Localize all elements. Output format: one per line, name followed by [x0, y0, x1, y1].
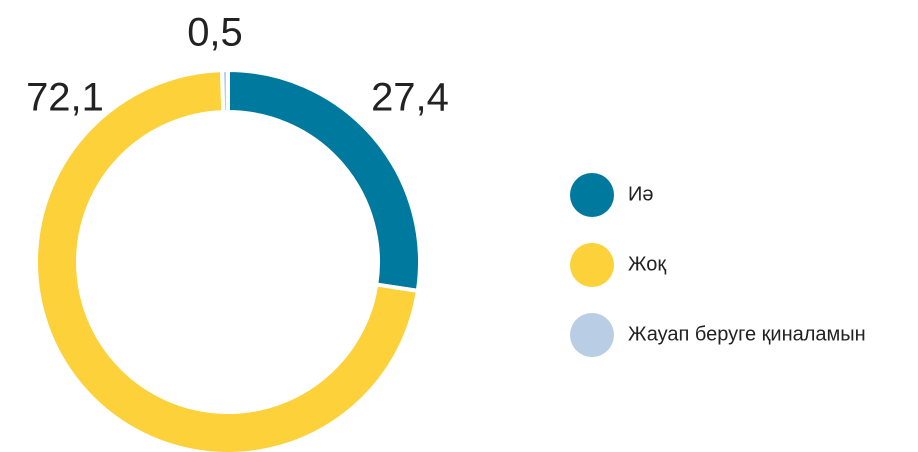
donut-slice: [219, 67, 230, 115]
legend-label: Жоқ: [628, 253, 666, 275]
value-label: 0,5: [187, 11, 243, 55]
donut-slice: [34, 68, 421, 452]
legend-label: Жауап беруге қиналамын: [628, 323, 866, 345]
value-label: 72,1: [26, 76, 104, 120]
legend-swatch: [570, 173, 614, 217]
legend-swatch: [570, 313, 614, 357]
legend-label: Иә: [628, 183, 654, 205]
legend-swatch: [570, 243, 614, 287]
value-label: 27,4: [371, 76, 449, 120]
